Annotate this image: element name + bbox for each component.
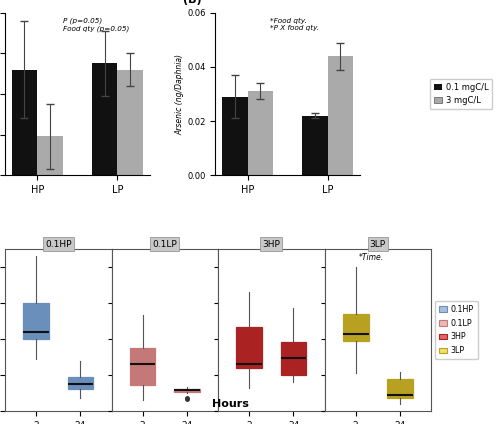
PathPatch shape	[23, 303, 49, 339]
Bar	[118, 70, 143, 176]
Text: *Time.: *Time.	[358, 254, 384, 262]
Text: *Food qty.
*P X food qty.: *Food qty. *P X food qty.	[270, 18, 320, 31]
Title: 3HP: 3HP	[262, 240, 280, 248]
Bar	[12, 70, 37, 176]
Bar	[328, 56, 353, 176]
Title: 0.1HP: 0.1HP	[45, 240, 72, 248]
Bar	[222, 97, 248, 176]
Bar	[92, 63, 118, 176]
Text: P (p=0.05)
Food qty (p=0.05): P (p=0.05) Food qty (p=0.05)	[63, 18, 129, 32]
Legend: 0.1 mgC/L, 3 mgC/L: 0.1 mgC/L, 3 mgC/L	[430, 79, 492, 109]
Y-axis label: Arsenic (ng/Daphnia): Arsenic (ng/Daphnia)	[176, 53, 184, 134]
Legend: 0.1HP, 0.1LP, 3HP, 3LP: 0.1HP, 0.1LP, 3HP, 3LP	[435, 301, 478, 359]
Text: Hours: Hours	[212, 399, 248, 409]
Title: 0.1LP: 0.1LP	[152, 240, 177, 248]
PathPatch shape	[343, 314, 368, 341]
PathPatch shape	[130, 348, 156, 385]
Bar	[248, 91, 273, 176]
Bar	[37, 137, 63, 176]
PathPatch shape	[236, 327, 262, 368]
PathPatch shape	[68, 377, 94, 388]
PathPatch shape	[387, 379, 413, 398]
Text: (B): (B)	[184, 0, 202, 5]
Bar	[302, 116, 328, 176]
PathPatch shape	[280, 342, 306, 375]
Title: 3LP: 3LP	[370, 240, 386, 248]
PathPatch shape	[174, 389, 200, 392]
